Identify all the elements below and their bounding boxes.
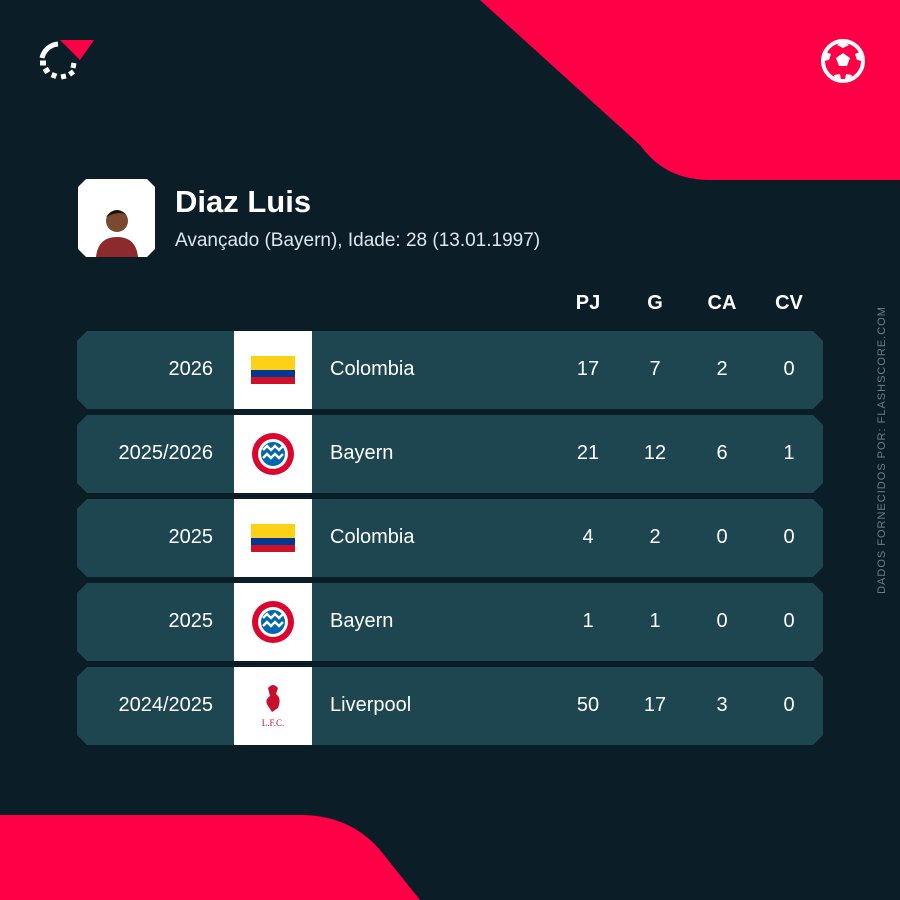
- team-name: Liverpool: [330, 694, 412, 716]
- stat-cv: 0: [783, 358, 795, 380]
- stat-g: 1: [649, 610, 661, 632]
- player-name: Diaz Luis: [175, 184, 312, 219]
- team-name: Bayern: [330, 610, 394, 632]
- table-row: 2024/2025 L.F.C. Liverpool 50 17 3 0: [77, 667, 823, 745]
- table-row: 2025 Bayern 1 1 0 0: [77, 583, 823, 661]
- season: 2026: [168, 358, 214, 380]
- season: 2025/2026: [118, 442, 213, 464]
- stat-g: 7: [649, 358, 661, 380]
- stat-g: 17: [643, 694, 667, 716]
- stat-cv: 1: [783, 442, 795, 464]
- colombia-flag-icon: [234, 331, 312, 409]
- stat-ca: 3: [716, 694, 728, 716]
- stat-pj: 1: [582, 610, 594, 632]
- stat-pj: 50: [576, 694, 600, 716]
- stat-pj: 17: [576, 358, 600, 380]
- season: 2025: [168, 610, 214, 632]
- data-credit: DADOS FORNECIDOS POR: FLASHSCORE.COM: [876, 306, 888, 594]
- stat-ca: 0: [716, 526, 728, 548]
- bayern-crest-icon: [234, 415, 312, 493]
- column-header-g: G: [647, 292, 663, 314]
- season: 2024/2025: [118, 694, 213, 716]
- bayern-crest-icon: [234, 583, 312, 661]
- stat-cv: 0: [783, 526, 795, 548]
- table-row: 2026 Colombia 17 7 2 0: [77, 331, 823, 409]
- svg-text:L.F.C.: L.F.C.: [262, 718, 285, 728]
- table-row: 2025 Colombia 4 2 0 0: [77, 499, 823, 577]
- stat-ca: 0: [716, 610, 728, 632]
- column-header-cv: CV: [775, 292, 803, 314]
- stat-g: 12: [643, 442, 667, 464]
- team-name: Bayern: [330, 442, 394, 464]
- football-icon: [821, 39, 865, 83]
- player-subtitle: Avançado (Bayern), Idade: 28 (13.01.1997…: [175, 230, 541, 251]
- stat-cv: 0: [783, 610, 795, 632]
- liverpool-crest-icon: L.F.C.: [234, 667, 312, 745]
- table-row: 2025/2026 Bayern 21 12 6 1: [77, 415, 823, 493]
- stat-pj: 4: [582, 526, 594, 548]
- stat-ca: 6: [716, 442, 728, 464]
- colombia-flag-icon: [234, 499, 312, 577]
- stat-cv: 0: [783, 694, 795, 716]
- stat-g: 2: [649, 526, 661, 548]
- team-name: Colombia: [330, 526, 415, 548]
- team-name: Colombia: [330, 358, 415, 380]
- season: 2025: [168, 526, 214, 548]
- flashscore-logo-icon: [39, 40, 94, 80]
- stat-pj: 21: [576, 442, 600, 464]
- column-header-pj: PJ: [575, 292, 601, 314]
- column-header-ca: CA: [707, 292, 737, 314]
- stat-ca: 2: [716, 358, 728, 380]
- player-avatar: [78, 179, 155, 257]
